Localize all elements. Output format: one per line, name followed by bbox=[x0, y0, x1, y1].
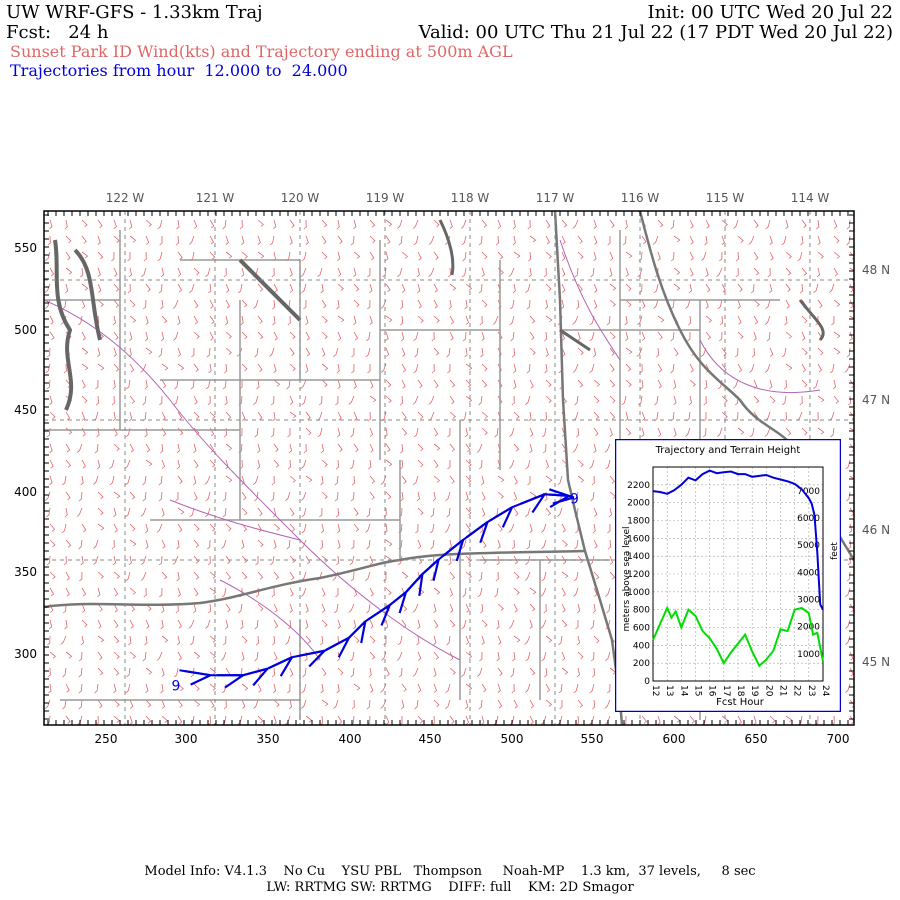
latitude-label: 46 N bbox=[862, 523, 890, 537]
inset-series bbox=[652, 469, 824, 668]
grid-x-tick: 650 bbox=[745, 732, 768, 746]
longitude-label: 119 W bbox=[366, 191, 405, 205]
init-time: Init: 00 UTC Wed 20 Jul 22 bbox=[647, 2, 893, 23]
inset-left-tick: 2000 bbox=[627, 499, 650, 509]
inset-right-tick: 2000 bbox=[797, 623, 820, 633]
map-frame bbox=[43, 210, 855, 726]
inset-grid bbox=[652, 466, 824, 682]
longitude-label: 114 W bbox=[791, 191, 830, 205]
lake-outline bbox=[438, 219, 825, 352]
inset-hour-tick: 14 bbox=[678, 685, 688, 697]
inset-left-tick: 1400 bbox=[627, 552, 650, 562]
trajectory-start-marker: 9 bbox=[171, 678, 180, 694]
state-border-wa-or bbox=[44, 549, 586, 609]
trajectory-arrows bbox=[184, 488, 575, 689]
inset-hour-tick: 23 bbox=[806, 685, 816, 696]
inset-hour-tick: 17 bbox=[721, 685, 731, 696]
latitude-label: 45 N bbox=[862, 655, 890, 669]
rivers bbox=[44, 239, 821, 661]
inset-left-tick: 600 bbox=[633, 624, 650, 634]
inset-right-tick: 7000 bbox=[797, 487, 820, 497]
inset-right-tick: 6000 bbox=[797, 514, 820, 524]
inset-right-tick: 5000 bbox=[797, 541, 820, 551]
inset-right-axis-label: feet bbox=[830, 542, 840, 560]
inset-tick-labels: 2200200018001600140012001000800600400200… bbox=[627, 481, 830, 697]
inset-left-tick: 1200 bbox=[627, 570, 650, 580]
inset-left-tick: 1800 bbox=[627, 517, 650, 527]
grid-x-tick: 450 bbox=[419, 732, 442, 746]
inset-left-tick: 0 bbox=[644, 677, 650, 687]
grid-x-tick: 300 bbox=[175, 732, 198, 746]
inset-left-tick: 2200 bbox=[627, 481, 650, 491]
frame-ticks bbox=[44, 211, 854, 725]
inset-hour-tick: 21 bbox=[778, 685, 788, 696]
inset-hour-tick: 19 bbox=[749, 685, 759, 697]
grid-y-tick: 450 bbox=[14, 403, 37, 417]
inset-plot-area bbox=[652, 466, 824, 682]
grid-y-tick: 500 bbox=[14, 323, 37, 337]
grid-x-tick: 600 bbox=[663, 732, 686, 746]
grid-x-tick: 700 bbox=[827, 732, 850, 746]
grid-y-tick: 400 bbox=[14, 485, 37, 499]
axis-labels: 122 W 121 W 120 W 119 W 118 W 117 W 116 W 115 W… bbox=[14, 191, 890, 746]
inset-left-tick: 200 bbox=[633, 659, 650, 669]
trajectory-terrain-inset: Trajectory and Terrain Height meters abo… bbox=[615, 439, 841, 712]
grid-x-tick: 500 bbox=[501, 732, 524, 746]
longitude-label: 117 W bbox=[536, 191, 575, 205]
inset-title: Trajectory and Terrain Height bbox=[655, 445, 801, 456]
inset-trajectory-height-line bbox=[652, 469, 824, 611]
inset-hour-tick: 20 bbox=[763, 685, 773, 697]
map-subtitle: Sunset Park ID Wind(kts) and Trajectory … bbox=[10, 42, 513, 61]
frame-tick-marks bbox=[44, 211, 854, 725]
inset-left-tick: 400 bbox=[633, 641, 650, 651]
valid-time: Valid: 00 UTC Thu 21 Jul 22 (17 PDT Wed … bbox=[418, 22, 893, 43]
inset-left-tick: 1000 bbox=[627, 588, 650, 598]
inset-left-tick: 800 bbox=[633, 606, 650, 616]
longitude-label: 121 W bbox=[196, 191, 235, 205]
geography-layer bbox=[44, 211, 854, 725]
grid-y-tick: 550 bbox=[14, 241, 37, 255]
inset-right-tick: 3000 bbox=[797, 595, 820, 605]
inset-hour-tick: 16 bbox=[707, 685, 717, 697]
inset-right-tick: 1000 bbox=[797, 650, 820, 660]
grid-x-tick: 400 bbox=[339, 732, 362, 746]
grid-x-tick: 250 bbox=[95, 732, 118, 746]
inset-right-tick: 4000 bbox=[797, 568, 820, 578]
trajectory-end-marker: 9 bbox=[570, 492, 579, 508]
trajectory-line bbox=[179, 493, 575, 677]
inset-hour-tick: 24 bbox=[820, 685, 830, 697]
grid-y-tick: 300 bbox=[14, 647, 37, 661]
trajectory-range: Trajectories from hour 12.000 to 24.000 bbox=[10, 61, 348, 80]
longitude-label: 115 W bbox=[706, 191, 745, 205]
inset-hour-tick: 18 bbox=[735, 685, 745, 697]
inset-x-axis-label: Fcst Hour bbox=[716, 697, 765, 708]
model-info-line2: LW: RRTMG SW: RRTMG DIFF: full KM: 2D Sm… bbox=[266, 880, 634, 895]
trajectory-path bbox=[179, 488, 575, 689]
inset-left-axis-label: meters above sea level bbox=[622, 526, 632, 631]
grid-y-tick: 350 bbox=[14, 565, 37, 579]
inset-terrain-height-line bbox=[652, 605, 824, 668]
inset-hour-tick: 15 bbox=[693, 685, 703, 696]
latitude-label: 48 N bbox=[862, 263, 890, 277]
latitude-label: 47 N bbox=[862, 393, 890, 407]
longitude-label: 116 W bbox=[621, 191, 660, 205]
inset-left-tick: 1600 bbox=[627, 534, 650, 544]
longitude-label: 118 W bbox=[451, 191, 490, 205]
forecast-hour: Fcst: 24 h bbox=[6, 22, 109, 43]
state-border-id-west bbox=[553, 211, 624, 725]
grid-x-tick: 550 bbox=[581, 732, 604, 746]
longitude-label: 122 W bbox=[106, 191, 145, 205]
inset-hour-tick: 22 bbox=[792, 685, 802, 696]
map-title: UW WRF-GFS - 1.33km Traj bbox=[6, 2, 263, 23]
longitude-label: 120 W bbox=[281, 191, 320, 205]
inset-hour-tick: 13 bbox=[664, 685, 674, 696]
grid-x-tick: 350 bbox=[257, 732, 280, 746]
puget-coastline bbox=[53, 239, 302, 411]
model-info-line1: Model Info: V4.1.3 No Cu YSU PBL Thompso… bbox=[144, 864, 756, 879]
inset-hour-tick: 12 bbox=[650, 685, 660, 696]
